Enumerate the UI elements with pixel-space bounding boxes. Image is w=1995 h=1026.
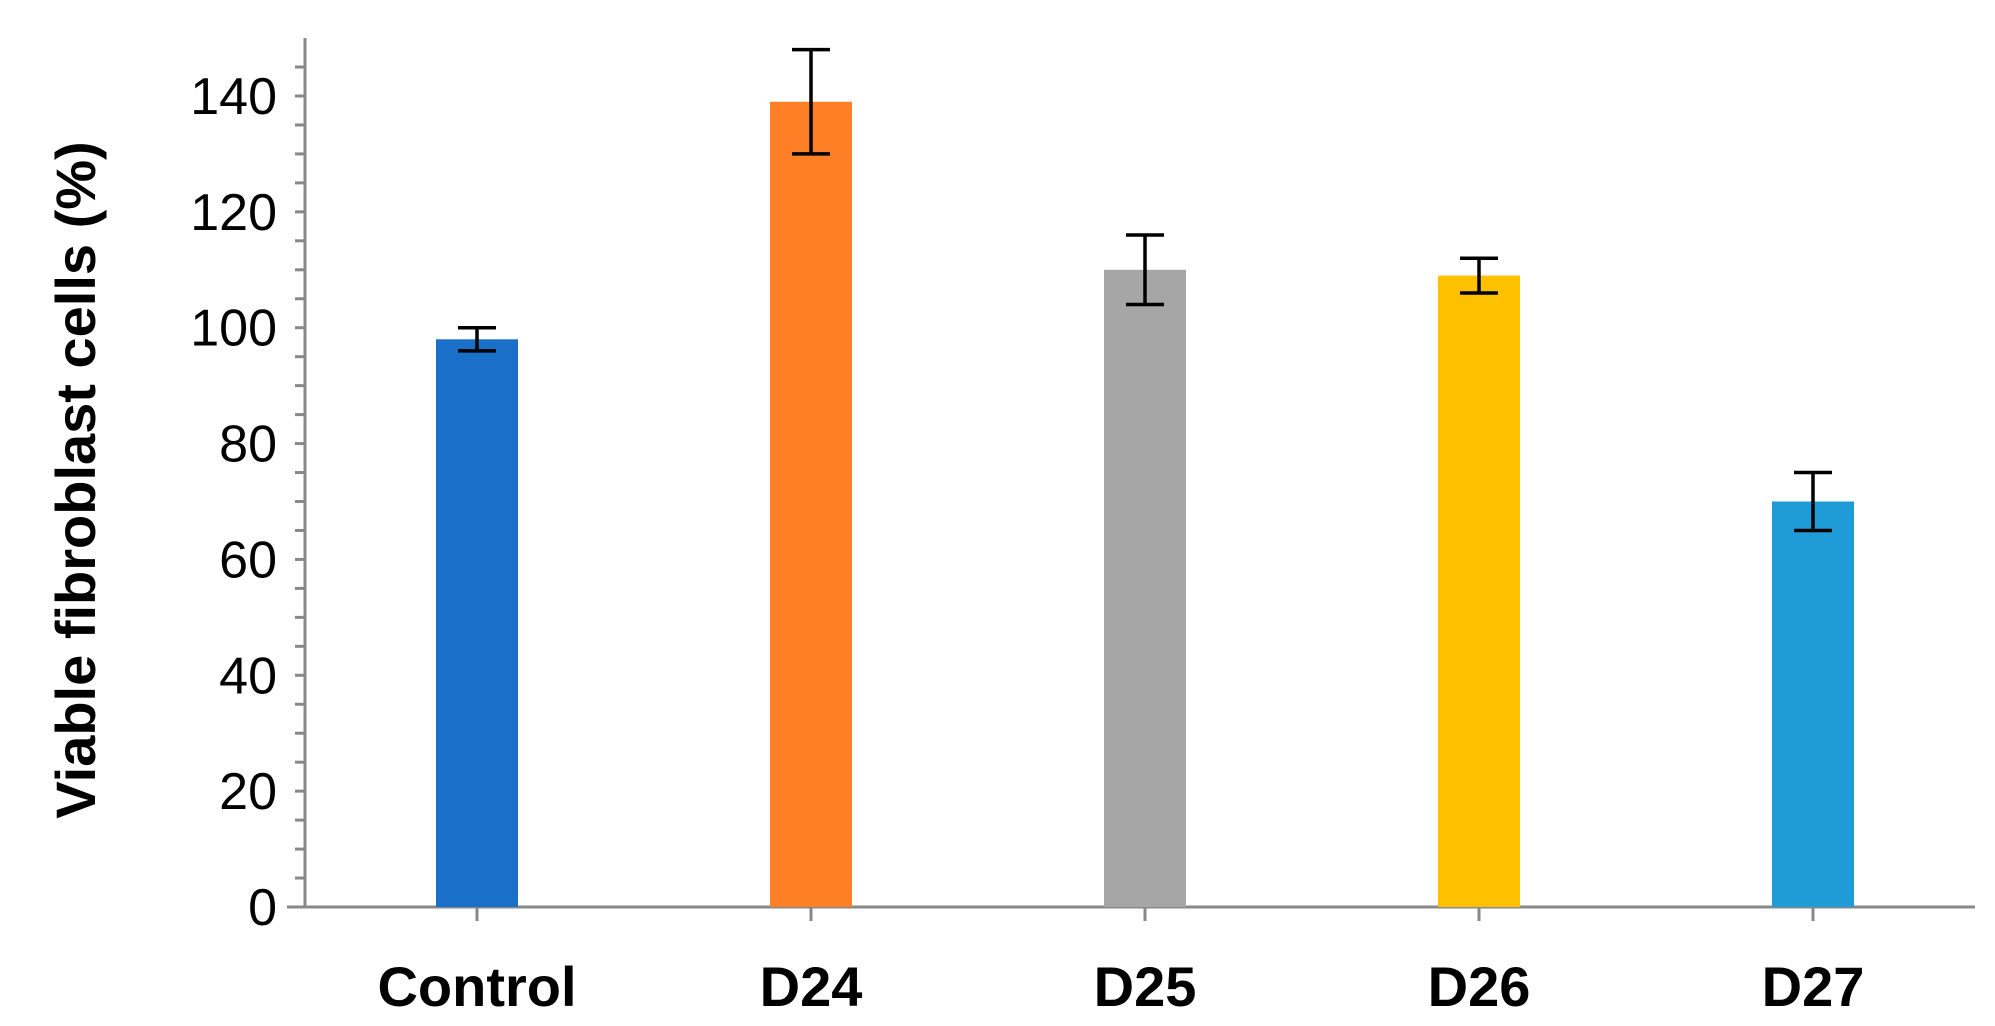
y-tick-label: 140 xyxy=(190,68,277,126)
x-tick-label: D24 xyxy=(760,955,863,1018)
y-tick-label: 20 xyxy=(219,763,277,821)
bar-d27 xyxy=(1772,501,1854,907)
bar-d26 xyxy=(1438,275,1520,907)
y-tick-label: 120 xyxy=(190,184,277,242)
y-axis-title: Viable fibroblast cells (%) xyxy=(44,141,107,818)
y-tick-label: 80 xyxy=(219,416,277,474)
y-tick-label: 60 xyxy=(219,531,277,589)
bar-d25 xyxy=(1104,269,1186,907)
y-tick-label: 0 xyxy=(248,879,277,937)
bar-d24 xyxy=(770,101,852,908)
x-tick-label: D25 xyxy=(1094,955,1197,1018)
x-tick-label: D27 xyxy=(1762,955,1865,1018)
y-tick-label: 40 xyxy=(219,647,277,705)
x-tick-label: Control xyxy=(377,955,576,1018)
y-tick-label: 100 xyxy=(190,300,277,358)
bar-control xyxy=(436,339,518,907)
x-tick-label: D26 xyxy=(1428,955,1531,1018)
